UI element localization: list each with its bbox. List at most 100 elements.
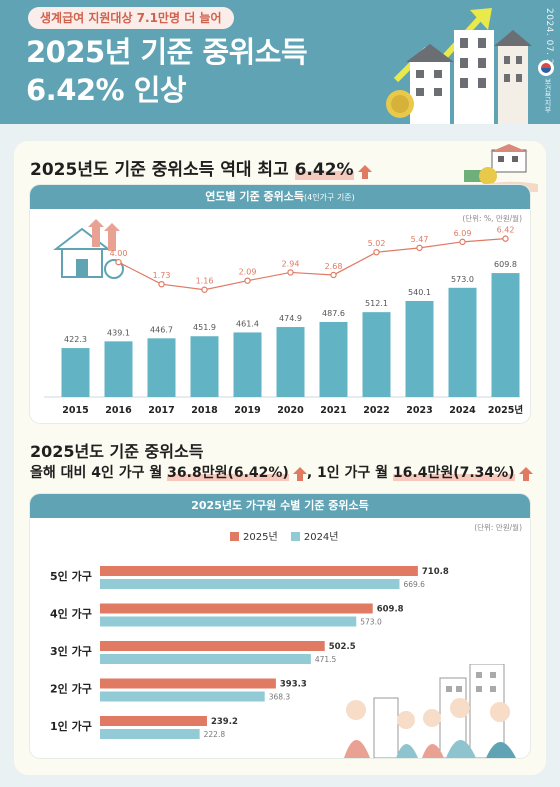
yearly-income-panel-title: 연도별 기준 중위소득(4인가구 기준) (30, 185, 530, 209)
bar-label-2025년-1: 239.2 (211, 717, 238, 727)
bar-label-2025년-5: 710.8 (422, 567, 449, 577)
growth-point-2017 (158, 280, 165, 288)
category-label-1: 1인 가구 (50, 719, 92, 733)
bar-2017 (147, 338, 176, 397)
line2-text-c: , 1인 가구 월 (306, 465, 393, 481)
yearly-income-panel: 연도별 기준 중위소득(4인가구 기준) (단위: %, 만원/월) 422.3… (30, 185, 530, 423)
bar-label-2025년-4: 609.8 (377, 605, 404, 615)
category-label-2: 2인 가구 (50, 682, 92, 696)
bar-2024년-5 (100, 579, 400, 589)
bar-label-2024년-4: 573.0 (360, 618, 382, 627)
bar-2025년-3 (100, 641, 325, 651)
growth-label-2019: 2.09 (239, 268, 257, 277)
bar-2023 (405, 300, 434, 397)
bar-label-2024년-2: 368.3 (269, 693, 291, 702)
growth-label-2021: 2.68 (325, 262, 343, 271)
category-label-4: 4인 가구 (50, 607, 92, 621)
bar-2021 (319, 321, 348, 397)
household-income-panel: 2025년도 가구원 수별 기준 중위소득 (단위: 만원/월) 5인 가구 71… (30, 494, 530, 758)
bar-label-2017: 446.7 (150, 325, 173, 334)
growth-label-2023: 5.47 (411, 235, 429, 244)
growth-point-2024 (459, 238, 466, 246)
bar-label-2015: 422.3 (64, 335, 87, 344)
household-panel-title: 2025년도 가구원 수별 기준 중위소득 (30, 494, 530, 518)
bar-2025년-1 (100, 716, 207, 726)
bar-label-2025년: 609.8 (494, 260, 517, 269)
household-chart-unit: (단위: 만원/월) (474, 523, 522, 532)
x-tick-2020: 2020 (277, 405, 304, 416)
bar-label-2020: 474.9 (279, 314, 302, 323)
x-tick-2017: 2017 (148, 405, 174, 416)
section1-title: 2025년도 기준 중위소득 역대 최고 6.42% (30, 155, 372, 180)
bar-2025년-4 (100, 603, 373, 614)
growth-label-2024: 6.09 (454, 229, 472, 238)
bar-label-2018: 451.9 (193, 323, 216, 332)
bar-label-2024년-1: 222.8 (204, 730, 226, 739)
growth-point-2022 (373, 249, 380, 256)
up-arrow-icon (357, 165, 372, 179)
legend-label-2025: 2025년 (243, 532, 278, 543)
title-line-1: 2025년 기준 중위소득 (26, 35, 308, 69)
yearly-chart-unit: (단위: %, 만원/월) (462, 214, 522, 223)
growth-label-2025년: 6.42 (497, 226, 515, 235)
x-tick-2019: 2019 (234, 405, 260, 416)
chart-legend: 2025년 2024년 (230, 528, 339, 543)
bar-2025년 (491, 273, 520, 397)
yearly-panel-title-text: 연도별 기준 중위소득 (205, 190, 305, 203)
legend-swatch-2025 (230, 532, 239, 541)
category-label-5: 5인 가구 (50, 569, 92, 583)
growth-label-2020: 2.94 (282, 259, 300, 268)
bar-2015 (61, 348, 90, 397)
growth-point-2023 (416, 244, 423, 252)
x-tick-2015: 2015 (62, 405, 88, 416)
growth-point-2025년 (502, 235, 509, 242)
publish-date: 2024. 07. 25. (544, 8, 554, 75)
bar-label-2016: 439.1 (107, 328, 130, 337)
x-tick-2022: 2022 (363, 405, 389, 416)
header-badge: 생계급여 지원대상 7.1만명 더 늘어 (28, 7, 234, 29)
bar-2024년-1 (100, 729, 200, 739)
line2-highlight-1person: 16.4만원(7.34%) (392, 465, 515, 481)
ministry-name: 보건복지부 (544, 78, 552, 113)
bar-2022 (362, 312, 391, 397)
growth-point-2019 (244, 277, 251, 284)
header-banner: 생계급여 지원대상 7.1만명 더 늘어 2025년 기준 중위소득 6.42%… (0, 0, 560, 124)
bar-label-2022: 512.1 (365, 299, 388, 308)
household-income-chart: 5인 가구 710.8 669.6 4인 가구 609.8 573.0 3인 가구 502.5… (50, 566, 449, 739)
x-tick-2023: 2023 (406, 405, 432, 416)
yearly-panel-title-sub: (4인가구 기준) (304, 193, 355, 202)
growth-point-2018 (201, 286, 208, 293)
x-tick-2025년: 2025년 (488, 404, 523, 416)
bar-2024년-4 (100, 616, 357, 627)
growth-label-2016: 4.00 (110, 249, 128, 258)
growth-rate-line (118, 238, 506, 291)
bar-2024년-2 (100, 691, 265, 702)
bar-label-2024: 573.0 (451, 275, 474, 284)
line2-highlight-4person: 36.8만원(6.42%) (167, 465, 289, 481)
bar-label-2019: 461.4 (236, 319, 259, 328)
family-illustration (344, 664, 516, 758)
bar-2019 (233, 332, 262, 397)
growth-point-2020 (287, 269, 294, 276)
bar-label-2023: 540.1 (408, 288, 431, 297)
bar-2024년-3 (100, 654, 311, 664)
x-tick-2016: 2016 (105, 405, 132, 416)
bar-2018 (190, 336, 219, 397)
bar-2020 (276, 327, 305, 397)
legend-label-2024: 2024년 (303, 532, 339, 543)
bar-2025년-2 (100, 678, 276, 689)
line2-text-a: 올해 대비 4인 가구 월 (30, 465, 168, 481)
x-tick-2018: 2018 (191, 405, 218, 416)
section2-title-line2: 올해 대비 4인 가구 월 36.8만원(6.42%) , 1인 가구 월 16.… (30, 462, 533, 482)
x-tick-2024: 2024 (449, 405, 476, 416)
section1-title-text: 2025년도 기준 중위소득 역대 최고 (30, 160, 295, 180)
bar-label-2024년-3: 471.5 (315, 655, 337, 664)
growth-point-2021 (330, 271, 337, 279)
bar-2016 (104, 341, 133, 397)
growth-point-2016 (115, 258, 122, 266)
up-arrow-icon (518, 467, 533, 481)
bar-label-2024년-5: 669.6 (403, 580, 425, 589)
growth-label-2022: 5.02 (368, 239, 386, 248)
ministry-logo-icon (538, 60, 554, 76)
bar-label-2021: 487.6 (322, 309, 345, 318)
